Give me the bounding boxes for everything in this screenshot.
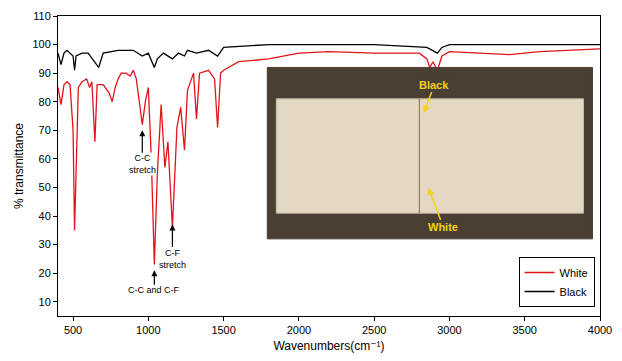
- svg-text:500: 500: [64, 324, 82, 336]
- svg-text:C-Fstretch: C-Fstretch: [159, 248, 186, 270]
- svg-text:2500: 2500: [362, 324, 386, 336]
- svg-text:C-C and C-F: C-C and C-F: [128, 285, 180, 295]
- svg-text:10: 10: [39, 296, 51, 308]
- svg-text:% transmittance: % transmittance: [12, 123, 26, 209]
- svg-text:90: 90: [39, 67, 51, 79]
- svg-text:2000: 2000: [287, 324, 311, 336]
- svg-text:40: 40: [39, 210, 51, 222]
- svg-text:C-Cstretch: C-Cstretch: [129, 153, 156, 175]
- svg-text:3000: 3000: [437, 324, 461, 336]
- svg-text:70: 70: [39, 124, 51, 136]
- svg-text:4000: 4000: [588, 324, 612, 336]
- svg-text:100: 100: [32, 38, 50, 50]
- svg-text:30: 30: [39, 238, 51, 250]
- svg-text:3500: 3500: [512, 324, 536, 336]
- svg-text:50: 50: [39, 181, 51, 193]
- svg-text:Black: Black: [419, 79, 449, 91]
- svg-text:80: 80: [39, 96, 51, 108]
- svg-text:1000: 1000: [136, 324, 160, 336]
- svg-text:1500: 1500: [211, 324, 235, 336]
- svg-text:110: 110: [33, 10, 51, 22]
- svg-text:60: 60: [39, 153, 51, 165]
- svg-text:Black: Black: [560, 286, 587, 298]
- svg-text:Wavenumbers(cm⁻¹): Wavenumbers(cm⁻¹): [273, 339, 384, 353]
- svg-text:White: White: [560, 267, 588, 279]
- svg-text:White: White: [428, 221, 458, 233]
- svg-text:20: 20: [39, 267, 51, 279]
